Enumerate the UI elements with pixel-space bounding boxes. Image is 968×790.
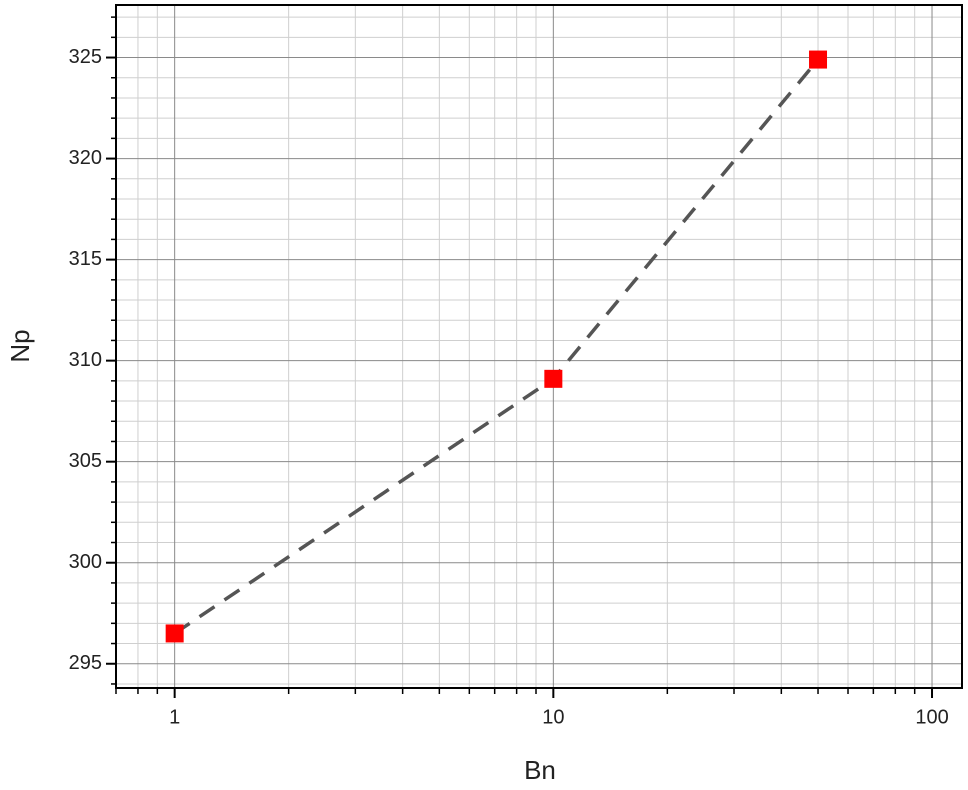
y-axis-title: Np xyxy=(5,329,35,362)
y-tick-label: 305 xyxy=(69,450,102,472)
data-marker xyxy=(544,369,563,388)
data-marker xyxy=(809,50,828,69)
y-tick-label: 320 xyxy=(69,147,102,169)
y-tick-label: 300 xyxy=(69,551,102,573)
y-tick-label: 295 xyxy=(69,652,102,674)
data-marker xyxy=(165,624,184,643)
x-tick-label: 1 xyxy=(169,706,180,728)
y-tick-label: 310 xyxy=(69,349,102,371)
y-tick-label: 325 xyxy=(69,46,102,68)
plot-frame xyxy=(115,4,963,689)
x-tick-label: 100 xyxy=(915,706,948,728)
data-line xyxy=(173,58,820,635)
x-axis-title: Bn xyxy=(524,755,556,785)
x-tick-label: 10 xyxy=(542,706,564,728)
y-tick-label: 315 xyxy=(69,248,102,270)
